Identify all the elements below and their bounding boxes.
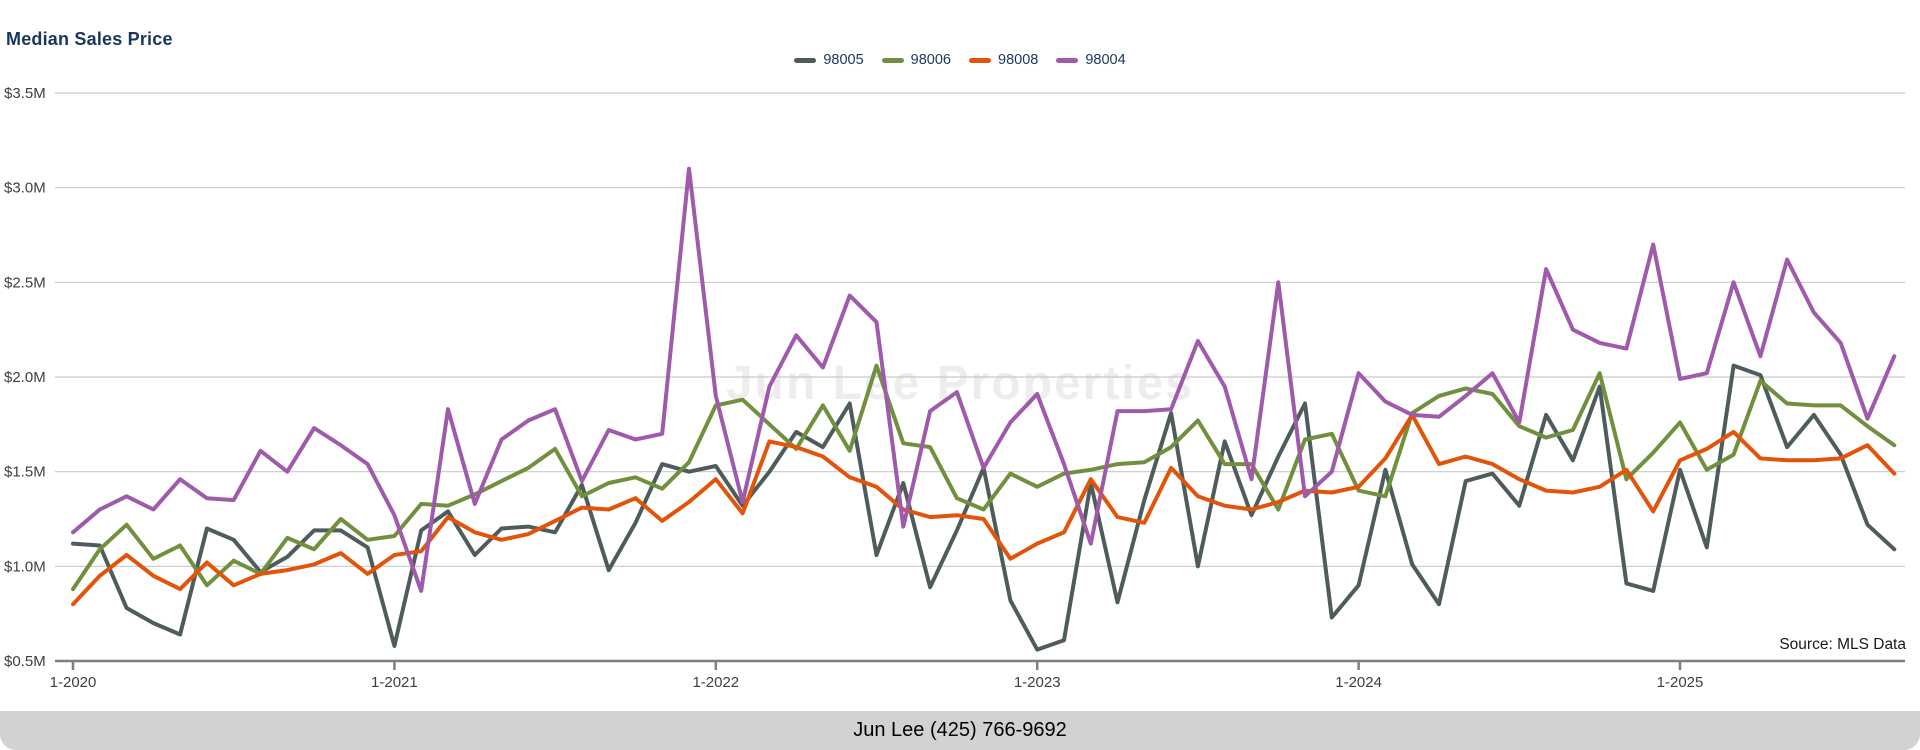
- x-axis-tick-label: 1-2022: [692, 674, 739, 691]
- y-axis-tick-label: $2.5M: [4, 274, 46, 291]
- y-axis-tick-label: $3.5M: [4, 85, 46, 102]
- y-axis-tick-label: $0.5M: [4, 653, 46, 670]
- x-axis-tick-label: 1-2023: [1014, 674, 1061, 691]
- y-axis-tick-label: $2.0M: [4, 369, 46, 386]
- legend-label-98006: 98006: [910, 52, 951, 68]
- y-axis-tick-label: $1.5M: [4, 464, 46, 481]
- legend-item-98005: 98005: [794, 52, 864, 68]
- footer-contact-bar: Jun Lee (425) 766-9692: [0, 711, 1920, 750]
- x-axis-tick-label: 1-2025: [1657, 674, 1704, 691]
- page-title: Median Sales Price: [6, 29, 173, 49]
- source-attribution: Source: MLS Data: [1779, 636, 1906, 653]
- chart-legend: 98005 98006 98008 98004: [0, 52, 1920, 68]
- legend-swatch-98005: [794, 57, 817, 63]
- legend-swatch-98004: [1056, 57, 1079, 63]
- legend-swatch-98008: [969, 57, 991, 63]
- legend-label-98005: 98005: [823, 52, 864, 68]
- x-axis-tick-label: 1-2024: [1335, 674, 1382, 691]
- legend-swatch-98006: [881, 57, 904, 63]
- footer-contact-text: Jun Lee (425) 766-9692: [853, 719, 1067, 741]
- legend-item-98006: 98006: [881, 52, 951, 68]
- legend-item-98008: 98008: [969, 52, 1038, 68]
- legend-item-98004: 98004: [1056, 52, 1126, 68]
- series-line-98006: [71, 363, 1897, 592]
- legend-label-98004: 98004: [1085, 52, 1126, 68]
- y-axis-tick-label: $1.0M: [4, 558, 46, 575]
- x-axis-tick-label: 1-2021: [371, 674, 418, 691]
- x-axis-tick-label: 1-2020: [50, 674, 97, 691]
- legend-label-98008: 98008: [998, 52, 1039, 68]
- series-line-98004: [71, 166, 1897, 593]
- series-line-98008: [71, 412, 1897, 607]
- y-axis-tick-label: $3.0M: [4, 180, 46, 197]
